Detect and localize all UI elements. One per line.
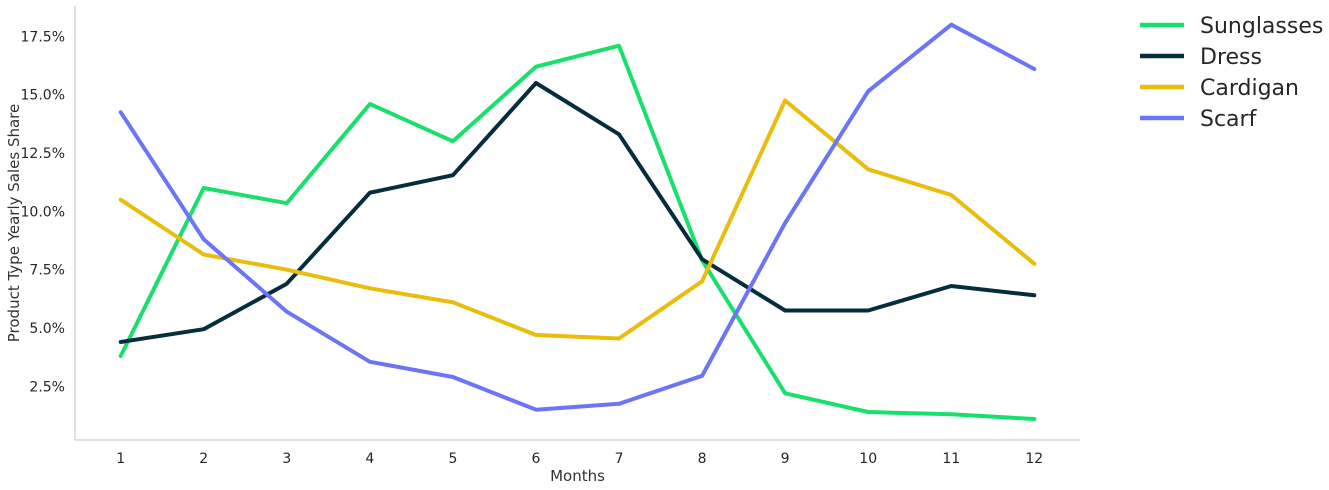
y-tick-label: 17.5% [21, 29, 65, 45]
y-axis-ticks: 2.5% 5.0% 7.5% 10.0% 12.5% 15.0% 17.5% [21, 29, 65, 395]
series-line-dress [118, 81, 1037, 344]
x-tick-label: 4 [365, 451, 374, 467]
series-line-scarf [118, 22, 1037, 412]
x-tick-label: 8 [698, 451, 707, 467]
x-tick-label: 2 [199, 451, 208, 467]
x-tick-label: 1 [116, 451, 125, 467]
y-axis-label: Product Type Yearly Sales Share [5, 104, 23, 343]
legend-item-scarf[interactable]: Scarf [1140, 107, 1258, 132]
series-lines [118, 22, 1037, 421]
x-tick-label: 10 [859, 451, 877, 467]
series-line-sunglasses [118, 43, 1037, 421]
x-axis-label: Months [550, 467, 605, 485]
x-tick-label: 7 [615, 451, 624, 467]
legend[interactable]: Sunglasses Dress Cardigan Scarf [1140, 14, 1323, 132]
x-tick-label: 6 [532, 451, 541, 467]
y-tick-label: 12.5% [21, 146, 65, 162]
legend-label: Dress [1200, 45, 1262, 70]
x-tick-label: 3 [282, 451, 291, 467]
legend-item-cardigan[interactable]: Cardigan [1140, 76, 1299, 101]
axes [74, 6, 1080, 441]
x-tick-label: 5 [448, 451, 457, 467]
y-tick-label: 5.0% [29, 321, 65, 337]
x-tick-label: 12 [1025, 451, 1043, 467]
y-tick-label: 2.5% [29, 379, 65, 395]
x-axis-ticks: 1 2 3 4 5 6 7 8 9 10 11 12 [116, 451, 1043, 467]
y-tick-label: 7.5% [29, 263, 65, 279]
series-line-cardigan [118, 98, 1037, 341]
legend-label: Cardigan [1200, 76, 1299, 101]
y-tick-label: 10.0% [21, 204, 65, 220]
legend-item-sunglasses[interactable]: Sunglasses [1140, 14, 1323, 39]
x-tick-label: 9 [781, 451, 790, 467]
legend-label: Scarf [1200, 107, 1258, 132]
y-tick-label: 15.0% [21, 88, 65, 104]
x-tick-label: 11 [942, 451, 960, 467]
legend-item-dress[interactable]: Dress [1140, 45, 1262, 70]
legend-label: Sunglasses [1200, 14, 1323, 39]
